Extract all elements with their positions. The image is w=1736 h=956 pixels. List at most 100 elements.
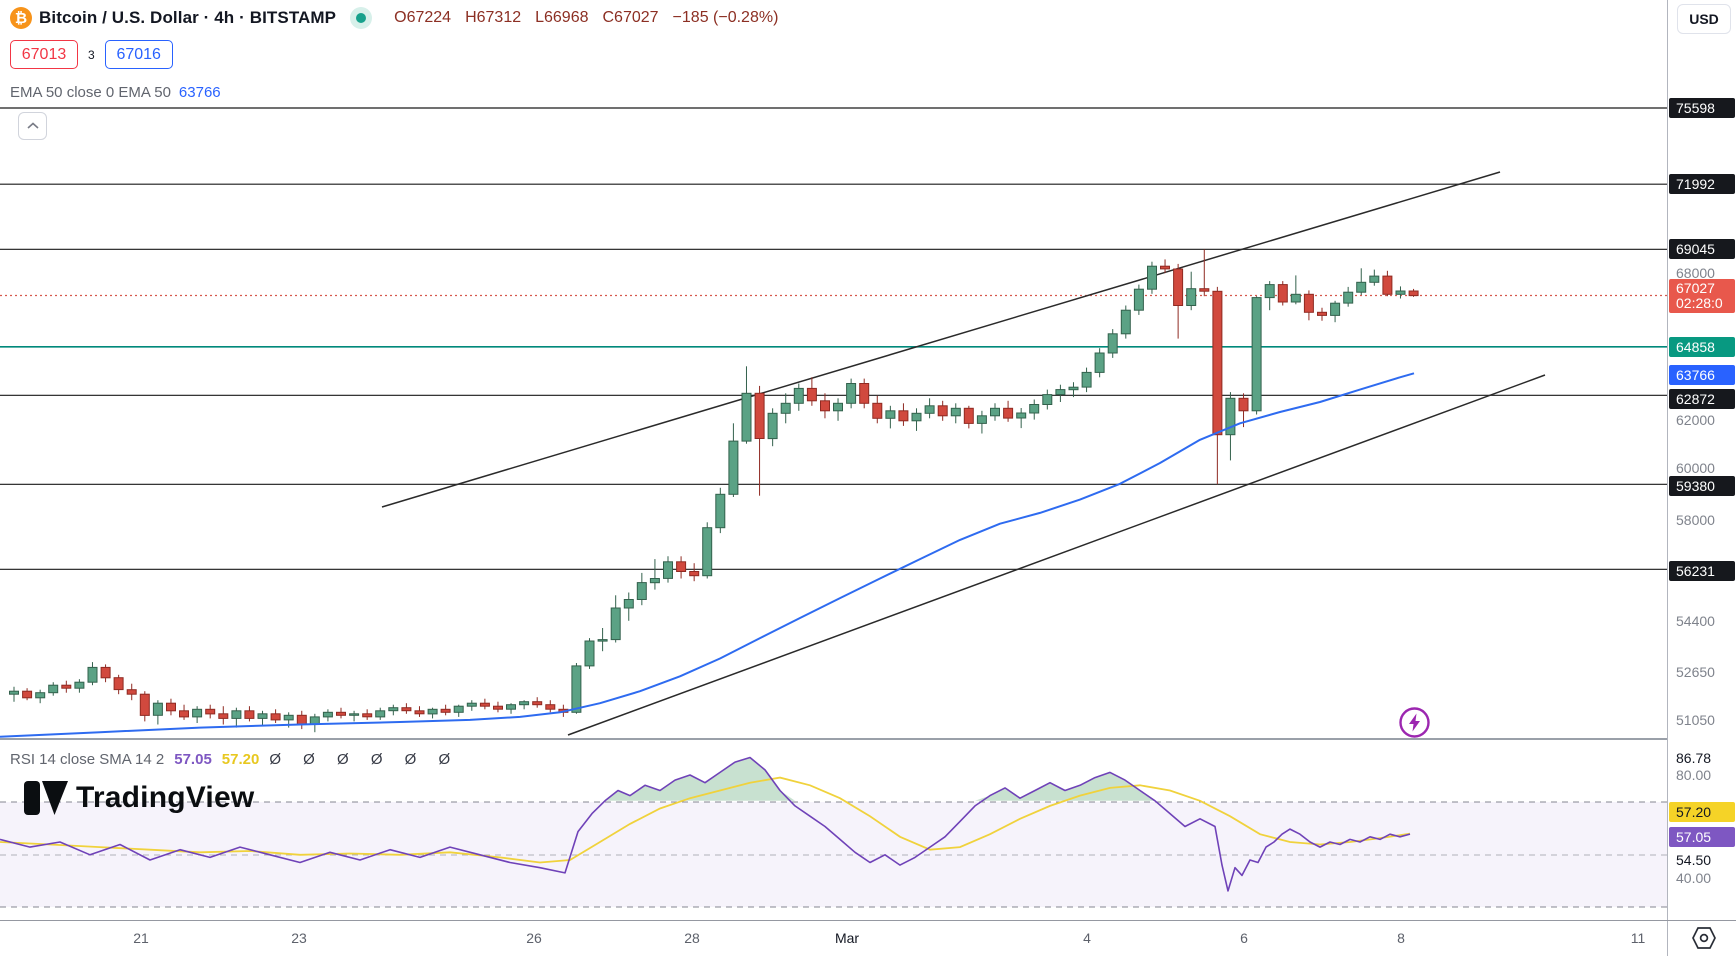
candle-body <box>636 582 647 600</box>
candle-body <box>61 684 72 689</box>
lightning-icon[interactable] <box>1398 706 1431 739</box>
currency-button[interactable]: USD <box>1677 4 1731 34</box>
candle-body <box>1055 389 1066 396</box>
candle-body <box>1147 265 1157 290</box>
collapse-pane-button[interactable] <box>18 112 47 140</box>
time-label-4: 4 <box>1083 930 1091 946</box>
candle-body <box>336 711 346 716</box>
candle-body <box>1251 297 1262 412</box>
ema-legend-value: 63766 <box>178 84 221 101</box>
candle-body <box>453 705 464 713</box>
candle-body <box>859 383 870 404</box>
watermark-text: TradingView <box>76 781 255 814</box>
candle-body <box>976 415 987 424</box>
candle-body <box>1303 293 1314 313</box>
trendline-upper <box>381 171 1501 508</box>
price-badge-59380: 59380 <box>1669 476 1735 496</box>
price-badge-57.20: 57.20 <box>1669 802 1735 822</box>
rsi-indicator-legend[interactable]: RSI 14 close SMA 14 2 57.05 57.20 Ø Ø Ø … <box>10 751 459 768</box>
sell-button[interactable]: 67013 <box>10 40 78 69</box>
candle-body <box>1317 311 1327 316</box>
candle-body <box>349 713 360 716</box>
trade-buttons: 67013 3 67016 <box>10 40 173 69</box>
candle-body <box>257 713 268 719</box>
price-badge-63766: 63766 <box>1669 365 1735 385</box>
candle-body <box>179 710 189 718</box>
candle-body <box>1042 394 1053 406</box>
candle-body <box>820 400 830 412</box>
time-label-Mar: Mar <box>834 930 860 946</box>
candle-body <box>676 561 687 572</box>
tradingview-watermark: TradingView <box>24 781 254 815</box>
price-label-86.78: 86.78 <box>1676 750 1712 766</box>
price-label-68000: 68000 <box>1676 265 1715 281</box>
time-axis[interactable]: 21 23 26 28 Mar 4 6 8 11 <box>0 920 1736 956</box>
symbol-title[interactable]: Bitcoin / U.S. Dollar · 4h · BITSTAMP <box>39 8 337 27</box>
candle-body <box>898 410 909 422</box>
price-label-54400: 54400 <box>1676 613 1715 629</box>
bitcoin-logo-icon: ₿ <box>10 7 32 29</box>
candle-body <box>793 387 804 404</box>
chevron-up-icon <box>26 122 39 129</box>
candle-body <box>1369 275 1380 283</box>
candle-body <box>623 599 634 609</box>
price-label-40.00: 40.00 <box>1676 870 1712 886</box>
candle-body <box>375 710 386 718</box>
candle-body <box>754 392 765 439</box>
candle-body <box>885 410 896 419</box>
price-label-54.50: 54.50 <box>1676 852 1712 868</box>
candle-body <box>126 689 137 695</box>
candle-body <box>1186 288 1197 307</box>
market-status-icon[interactable] <box>350 7 373 29</box>
price-label-58000: 58000 <box>1676 512 1715 528</box>
candle-body <box>244 710 255 719</box>
ohlc-high: H67312 <box>465 9 522 26</box>
rsi-overbought-fill <box>0 757 1410 801</box>
candle-body <box>1277 284 1288 303</box>
candle-body <box>113 677 124 691</box>
candle-body <box>401 707 412 712</box>
candle-body <box>100 666 111 679</box>
candle-body <box>545 704 556 710</box>
candle-body <box>1160 265 1170 270</box>
candle-body <box>702 527 713 577</box>
candle-body <box>741 392 752 442</box>
ohlc-values: O67224 H67312 L66968 C67027 −185 (−0.28%… <box>394 9 778 27</box>
candle-body <box>610 607 621 641</box>
candle-body <box>767 412 778 440</box>
candle-body <box>74 681 85 689</box>
price-badge-64858: 64858 <box>1669 337 1735 357</box>
chart-header: ₿ Bitcoin / U.S. Dollar · 4h · BITSTAMP … <box>0 0 1500 36</box>
candle-body <box>806 387 817 402</box>
price-badge-71992: 71992 <box>1669 174 1735 194</box>
candle-body <box>780 402 791 414</box>
candle-body <box>911 412 922 422</box>
time-label-23: 23 <box>291 930 307 946</box>
candle-body <box>833 402 843 412</box>
rsi-legend-label: RSI 14 close SMA 14 2 <box>10 751 165 768</box>
candle-body <box>1029 404 1040 414</box>
rsi-current-value: 57.05 <box>174 751 212 768</box>
candle-body <box>584 640 595 667</box>
candle-body <box>649 578 660 584</box>
candle-body <box>1120 309 1131 335</box>
candle-body <box>571 665 582 713</box>
price-axis[interactable]: USD 75598 71992 69045 68000 67027 02:28:0 6485… <box>1667 0 1736 920</box>
candle-body <box>9 690 19 695</box>
candle-body <box>532 701 543 706</box>
rsi-line <box>0 756 1411 892</box>
candle-body <box>1356 281 1367 293</box>
candle-body <box>1343 291 1354 304</box>
buy-button[interactable]: 67016 <box>104 40 173 69</box>
candle-body <box>728 440 739 495</box>
timezone-settings-icon[interactable] <box>1687 923 1721 953</box>
pane-divider[interactable] <box>0 738 1667 740</box>
candle-body <box>689 571 700 577</box>
ema-indicator-legend[interactable]: EMA 50 close 0 EMA 50 63766 <box>10 84 221 101</box>
candle-body <box>231 710 242 719</box>
candle-body <box>990 407 1000 417</box>
candle-body <box>1238 397 1249 412</box>
rsi-band <box>0 802 1667 907</box>
